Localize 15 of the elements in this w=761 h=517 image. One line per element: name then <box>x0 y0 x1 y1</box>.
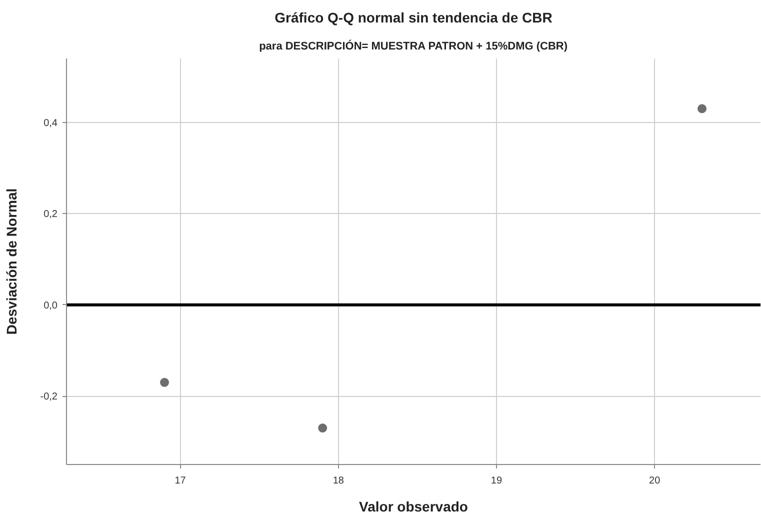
x-tick-label: 19 <box>490 476 502 486</box>
y-tick-label: -0,2 <box>40 392 58 403</box>
y-tick-label: 0,0 <box>44 300 58 312</box>
chart-subtitle: para DESCRIPCIÓN= MUESTRA PATRON + 15%DMG (CBR) <box>259 40 568 52</box>
y-tick-label: 0,2 <box>44 209 58 220</box>
point <box>160 378 170 387</box>
x-tick-label: 17 <box>174 476 186 486</box>
point <box>318 424 328 432</box>
x-axis-title: Valor observado <box>359 498 468 514</box>
x-tick-label: 18 <box>332 476 344 486</box>
y-tick-label: 0,4 <box>44 118 58 129</box>
point <box>698 104 707 114</box>
x-tick-label: 20 <box>649 476 661 486</box>
y-axis-title: Desviación de Normal <box>3 188 20 335</box>
chart-title: Gráfico Q-Q normal sin tendencia de CBR <box>274 10 552 26</box>
